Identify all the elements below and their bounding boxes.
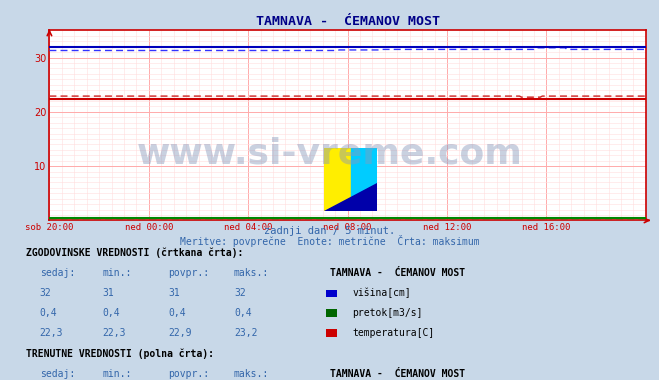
Bar bbox=[351, 148, 378, 211]
Text: 23,2: 23,2 bbox=[234, 328, 258, 337]
Text: 22,3: 22,3 bbox=[40, 328, 63, 337]
Text: temperatura[C]: temperatura[C] bbox=[353, 328, 435, 337]
Text: TRENUTNE VREDNOSTI (polna črta):: TRENUTNE VREDNOSTI (polna črta): bbox=[26, 349, 214, 359]
Text: 31: 31 bbox=[102, 288, 114, 298]
Title: TAMNAVA -  ĆEMANOV MOST: TAMNAVA - ĆEMANOV MOST bbox=[256, 15, 440, 28]
Text: 0,4: 0,4 bbox=[168, 308, 186, 318]
Text: maks.:: maks.: bbox=[234, 369, 269, 379]
Polygon shape bbox=[324, 183, 378, 211]
Text: TAMNAVA -  ĆEMANOV MOST: TAMNAVA - ĆEMANOV MOST bbox=[330, 268, 465, 278]
Text: sedaj:: sedaj: bbox=[40, 268, 74, 278]
Text: sedaj:: sedaj: bbox=[40, 369, 74, 379]
Text: min.:: min.: bbox=[102, 268, 132, 278]
Text: www.si-vreme.com: www.si-vreme.com bbox=[136, 137, 523, 171]
Text: ZGODOVINSKE VREDNOSTI (črtkana črta):: ZGODOVINSKE VREDNOSTI (črtkana črta): bbox=[26, 248, 244, 258]
Text: TAMNAVA -  ĆEMANOV MOST: TAMNAVA - ĆEMANOV MOST bbox=[330, 369, 465, 379]
Text: 0,4: 0,4 bbox=[234, 308, 252, 318]
Text: 31: 31 bbox=[168, 288, 180, 298]
Bar bbox=[324, 148, 351, 211]
Text: višina[cm]: višina[cm] bbox=[353, 288, 411, 298]
Text: 32: 32 bbox=[40, 288, 51, 298]
Text: 22,3: 22,3 bbox=[102, 328, 126, 337]
Text: 0,4: 0,4 bbox=[102, 308, 120, 318]
Text: povpr.:: povpr.: bbox=[168, 369, 209, 379]
Text: maks.:: maks.: bbox=[234, 268, 269, 278]
Text: zadnji dan / 5 minut.: zadnji dan / 5 minut. bbox=[264, 226, 395, 236]
Text: pretok[m3/s]: pretok[m3/s] bbox=[353, 308, 423, 318]
Text: povpr.:: povpr.: bbox=[168, 268, 209, 278]
Text: 32: 32 bbox=[234, 288, 246, 298]
Text: 0,4: 0,4 bbox=[40, 308, 57, 318]
Text: 22,9: 22,9 bbox=[168, 328, 192, 337]
Text: Meritve: povprečne  Enote: metrične  Črta: maksimum: Meritve: povprečne Enote: metrične Črta:… bbox=[180, 235, 479, 247]
Text: min.:: min.: bbox=[102, 369, 132, 379]
